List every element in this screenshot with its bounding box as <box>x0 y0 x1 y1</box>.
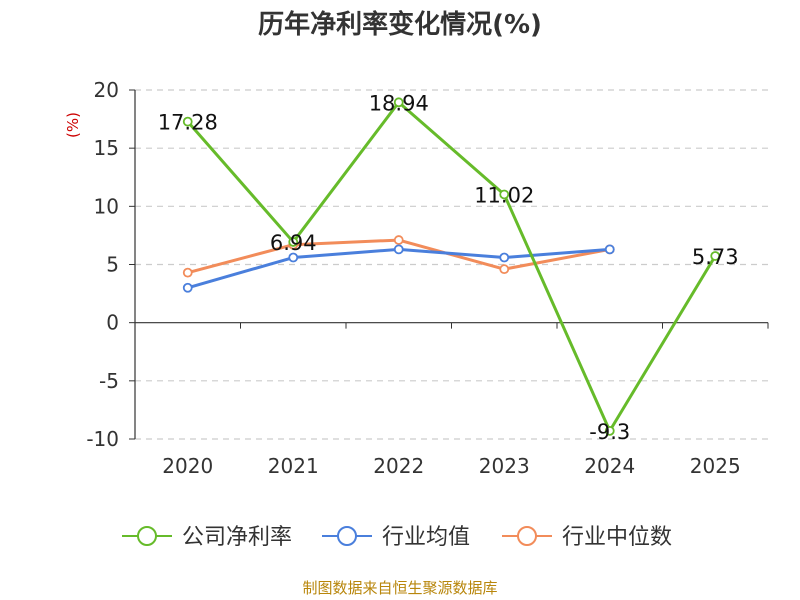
x-tick-label: 2025 <box>690 454 741 478</box>
x-tick-label: 2024 <box>584 454 635 478</box>
data-label: 18.94 <box>369 91 429 115</box>
y-tick-label: 5 <box>106 253 119 277</box>
data-point <box>182 282 193 293</box>
series-line <box>186 100 717 433</box>
data-point <box>710 251 721 261</box>
data-point <box>288 237 299 247</box>
data-label: 6.94 <box>270 231 317 255</box>
data-point <box>393 244 404 255</box>
y-tick-label: 20 <box>94 78 119 102</box>
legend-marker <box>337 526 357 546</box>
x-tick-label: 2021 <box>268 454 319 478</box>
data-point <box>393 97 404 108</box>
legend-marker <box>137 526 157 546</box>
data-point <box>182 267 193 278</box>
source-note: 制图数据来自恒生聚源数据库 <box>302 579 498 597</box>
data-point <box>499 264 510 275</box>
data-point <box>604 244 615 255</box>
data-label: 17.28 <box>158 111 218 135</box>
y-tick-label: -10 <box>86 427 119 451</box>
data-label: 11.02 <box>474 183 534 207</box>
y-axis-unit-label: (%) <box>64 112 82 138</box>
legend-label: 行业均值 <box>382 525 470 550</box>
legend: 公司净利率 行业均值 行业中位数 <box>122 525 672 550</box>
y-tick-label: 15 <box>94 136 119 160</box>
data-label: 5.73 <box>692 245 739 269</box>
axis-layer: 20 15 10 5 0 -5 -10 2020 2021 2022 2023 2024 2025 <box>86 78 769 478</box>
grid-layer <box>135 89 768 440</box>
data-point <box>393 235 404 245</box>
data-point <box>604 425 615 436</box>
y-tick-label: 0 <box>106 311 119 335</box>
y-tick-label: 10 <box>94 194 119 218</box>
chart-title: 历年净利率变化情况(%) <box>258 10 542 40</box>
data-point <box>288 252 299 263</box>
data-point <box>182 116 193 127</box>
legend-label: 行业中位数 <box>562 525 672 550</box>
data-point <box>499 252 510 263</box>
y-tick-label: -5 <box>99 369 119 393</box>
legend-marker <box>517 526 537 546</box>
x-tick-label: 2022 <box>373 454 424 478</box>
legend-label: 公司净利率 <box>182 525 292 550</box>
series-layer <box>182 97 721 436</box>
x-tick-label: 2023 <box>479 454 530 478</box>
data-label: -9.3 <box>589 420 630 444</box>
label-layer: 17.28 6.94 18.94 11.02 -9.3 5.73 <box>158 91 739 444</box>
x-tick-label: 2020 <box>162 454 213 478</box>
data-point <box>499 189 510 200</box>
